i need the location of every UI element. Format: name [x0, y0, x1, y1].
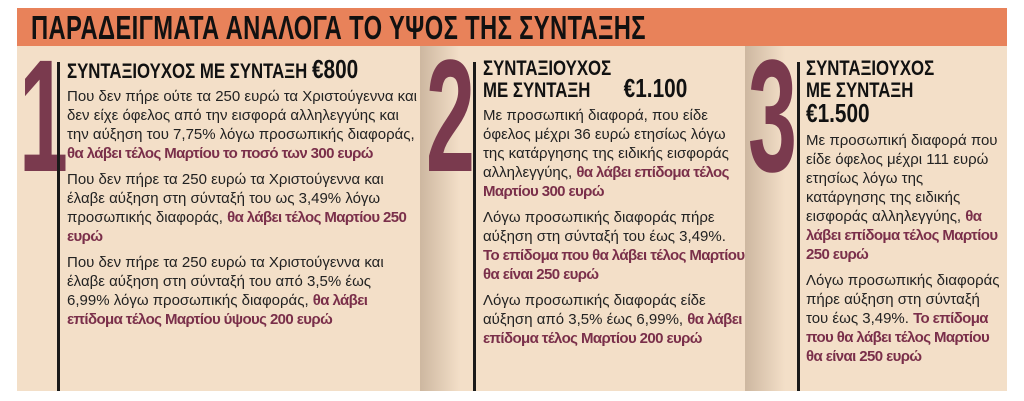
- title-banner: ΠΑΡΑΔΕΙΓΜΑΤΑ ΑΝΑΛΟΓΑ ΤΟ ΥΨΟΣ ΤΗΣ ΣΥΝΤΑΞΗ…: [17, 8, 1007, 46]
- big-number: 3: [748, 26, 797, 205]
- column-2: 2 ΣΥΝΤΑΞΙΟΥΧΟΣ ΜΕ ΣΥΝΤΑΞΗ €1.100 Με προσ…: [420, 36, 745, 391]
- column-text: ΣΥΝΤΑΞΙΟΥΧΟΣ ΜΕ ΣΥΝΤΑΞΗ €800 Που δεν πήρ…: [67, 56, 417, 336]
- paragraph-text: Που δεν πήρε ούτε τα 250 ευρώ τα Χριστού…: [67, 88, 417, 143]
- column-heading: ΣΥΝΤΑΞΙΟΥΧΟΣ ΜΕ ΣΥΝΤΑΞΗ €1.100: [483, 58, 745, 102]
- heading-prefix: ΣΥΝΤΑΞΙΟΥΧΟΣ ΜΕ ΣΥΝΤΑΞΗ: [806, 57, 935, 102]
- paragraph-highlight: θα λάβει τέλος Μαρτίου το ποσό των 300 ε…: [67, 145, 373, 162]
- paragraph-text: Με προσωπική διαφορά που είδε όφελος μέχ…: [806, 132, 998, 225]
- paragraph: Λόγω προσωπικής διαφοράς πήρε αύξηση στη…: [806, 271, 1002, 366]
- paragraph-highlight: θα λάβει επίδομα τέλος Μαρτίου 300 ευρώ: [483, 164, 729, 200]
- column-heading: ΣΥΝΤΑΞΙΟΥΧΟΣ ΜΕ ΣΥΝΤΑΞΗ €1.500: [806, 58, 1002, 127]
- column-heading: ΣΥΝΤΑΞΙΟΥΧΟΣ ΜΕ ΣΥΝΤΑΞΗ €800: [67, 56, 417, 83]
- heading-amount: €800: [311, 54, 359, 84]
- paragraph-text: Λόγω προσωπικής διαφοράς πήρε αύξηση στη…: [483, 209, 726, 245]
- big-number: 2: [426, 26, 475, 205]
- heading-amount: €1.500: [806, 98, 870, 128]
- paragraph-highlight: θα λάβει επίδομα τέλος Μαρτίου 250 ευρώ: [806, 208, 998, 263]
- divider: [797, 62, 800, 391]
- divider: [57, 62, 60, 391]
- paragraph-highlight: θα λάβει τέλος Μαρτίου 250 ευρώ: [67, 209, 407, 245]
- paragraph-text: Που δεν πήρε τα 250 ευρώ τα Χριστούγεννα…: [67, 171, 384, 226]
- paragraph-text: Με προσωπική διαφορά, που είδε όφελος μέ…: [483, 107, 729, 181]
- paragraph: Που δεν πήρε ούτε τα 250 ευρώ τα Χριστού…: [67, 87, 417, 163]
- paragraph: Που δεν πήρε τα 250 ευρώ τα Χριστούγεννα…: [67, 170, 417, 246]
- paragraph: Λόγω προσωπικής διαφοράς είδε αύξηση από…: [483, 291, 745, 348]
- column-1: 1 ΣΥΝΤΑΞΙΟΥΧΟΣ ΜΕ ΣΥΝΤΑΞΗ €800 Που δεν π…: [17, 36, 420, 391]
- heading-amount: €1.100: [623, 73, 688, 103]
- paragraph-highlight: Το επίδομα που θα λάβει τέλος Μαρτίου θα…: [806, 310, 990, 365]
- big-number: 1: [19, 26, 68, 205]
- paragraph: Λόγω προσωπικής διαφοράς πήρε αύξηση στη…: [483, 208, 745, 284]
- paragraph: Με προσωπική διαφορά που είδε όφελος μέχ…: [806, 131, 1002, 264]
- paragraph-highlight: θα λάβει επίδομα τέλος Μαρτίου 200 ευρώ: [483, 311, 742, 347]
- paragraph-text: Που δεν πήρε τα 250 ευρώ τα Χριστούγεννα…: [67, 254, 384, 309]
- paragraph-highlight: θα λάβει επίδομα τέλος Μαρτίου ύψους 200…: [67, 292, 368, 328]
- paragraph-text: Λόγω προσωπικής διαφοράς πήρε αύξηση στη…: [806, 272, 1000, 327]
- divider: [473, 62, 476, 391]
- paragraph: Που δεν πήρε τα 250 ευρώ τα Χριστούγεννα…: [67, 253, 417, 329]
- heading-prefix: ΣΥΝΤΑΞΙΟΥΧΟΣ ΜΕ ΣΥΝΤΑΞΗ: [67, 60, 308, 83]
- paragraph: Με προσωπική διαφορά, που είδε όφελος μέ…: [483, 106, 745, 201]
- column-text: ΣΥΝΤΑΞΙΟΥΧΟΣ ΜΕ ΣΥΝΤΑΞΗ €1.100 Με προσωπ…: [483, 58, 745, 355]
- column-text: ΣΥΝΤΑΞΙΟΥΧΟΣ ΜΕ ΣΥΝΤΑΞΗ €1.500 Με προσωπ…: [806, 58, 1002, 373]
- paragraph-highlight: Το επίδομα που θα λάβει τέλος Μαρτίου θα…: [483, 247, 745, 283]
- column-3: 3 ΣΥΝΤΑΞΙΟΥΧΟΣ ΜΕ ΣΥΝΤΑΞΗ €1.500 Με προσ…: [745, 36, 1007, 391]
- page-title: ΠΑΡΑΔΕΙΓΜΑΤΑ ΑΝΑΛΟΓΑ ΤΟ ΥΨΟΣ ΤΗΣ ΣΥΝΤΑΞΗ…: [31, 9, 646, 46]
- heading-prefix: ΣΥΝΤΑΞΙΟΥΧΟΣ ΜΕ ΣΥΝΤΑΞΗ: [483, 57, 612, 102]
- paragraph-text: Λόγω προσωπικής διαφοράς είδε αύξηση από…: [483, 292, 706, 328]
